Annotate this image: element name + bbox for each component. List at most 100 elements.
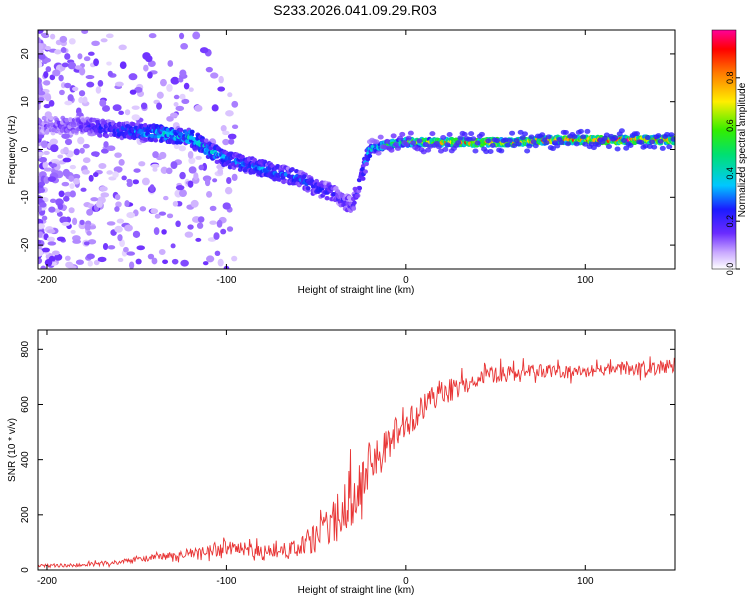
spectrogram-halo-cell: [565, 141, 572, 147]
spectrogram-halo-cell: [489, 142, 496, 148]
spectrogram-noise-cell: [126, 178, 133, 183]
spectrogram-halo-cell: [562, 129, 569, 135]
spectrogram-noise-cell: [192, 31, 201, 40]
spectrogram-noise-cell: [100, 192, 110, 198]
spectrogram-noise-cell: [38, 43, 44, 50]
spectrogram-noise-cell: [210, 72, 219, 79]
spectrogram-ridge-cell: [357, 185, 363, 191]
spectrogram-noise-cell: [187, 180, 194, 188]
spectrogram-noise-cell: [156, 102, 163, 110]
spectrogram-noise-cell: [115, 201, 122, 208]
spectrogram-noise-cell: [193, 172, 199, 181]
spectrogram-noise-cell: [128, 73, 138, 81]
spectrogram-ridge-cell: [305, 186, 311, 191]
spectrogram-noise-cell: [72, 86, 79, 92]
snr-series-line: [38, 356, 675, 569]
spectrogram-noise-cell: [161, 229, 167, 235]
spectrogram-noise-cell: [141, 177, 150, 186]
spectrogram-noise-cell: [64, 53, 71, 60]
spectrogram-halo-cell: [455, 140, 462, 146]
spectrogram-halo-cell: [664, 131, 671, 137]
spectrogram-halo-cell: [390, 133, 397, 139]
spectrogram-noise-cell: [63, 195, 70, 202]
spectrogram-noise-cell: [96, 200, 103, 208]
spectrogram-noise-cell: [170, 161, 178, 170]
spectrogram-noise-cell: [38, 97, 45, 102]
spectrogram-noise-cell: [179, 171, 186, 180]
spectrogram-halo-cell: [468, 131, 475, 137]
spectrogram-noise-cell: [40, 140, 48, 149]
spectrogram-noise-cell: [61, 181, 70, 187]
spectrogram-noise-cell: [64, 82, 72, 89]
spectrogram-halo-cell: [614, 146, 621, 152]
spectrogram-ridge-cell: [41, 115, 47, 121]
spectrogram-noise-cell: [154, 213, 161, 219]
spectrogram-ridge-cell: [354, 193, 360, 199]
spectrogram-noise-cell: [119, 61, 127, 70]
spectrogram-noise-cell: [90, 197, 99, 202]
spectrogram-noise-cell: [61, 62, 69, 68]
spectrogram-ridge-cell: [142, 123, 148, 128]
spectrogram-ridge-cell: [360, 176, 366, 181]
spectrogram-noise-cell: [222, 138, 230, 146]
spectrogram-y-tick-label: 10: [20, 96, 31, 108]
spectrogram-ridge-cell: [189, 129, 195, 135]
spectrogram-halo-cell: [485, 138, 492, 144]
spectrogram-cells: [38, 30, 675, 269]
spectrogram-noise-cell: [49, 138, 59, 145]
spectrogram-noise-cell: [124, 200, 130, 208]
spectrogram-noise-cell: [87, 239, 97, 245]
spectrogram-noise-cell: [106, 61, 112, 66]
snr-panel: -200 -100 0 100 0 200 400 600 800 Height of str…: [7, 329, 676, 596]
spectrogram-noise-cell: [78, 96, 84, 104]
spectrogram-noise-cell: [178, 32, 185, 40]
spectrogram-halo-cell: [528, 134, 535, 140]
spectrogram-noise-cell: [178, 145, 187, 152]
colorbar: 0.0 0.2 0.4 0.6 0.8 Normalized spectral ampl…: [711, 29, 748, 276]
colorbar-tick-label: 0.0: [725, 263, 735, 276]
spectrogram-noise-cell: [50, 144, 59, 153]
spectrogram-halo-cell: [403, 142, 410, 148]
spectrogram-noise-cell: [231, 100, 239, 108]
spectrogram-noise-cell: [152, 167, 158, 172]
spectrogram-noise-cell: [78, 90, 86, 97]
spectrogram-noise-cell: [149, 184, 155, 193]
spectrogram-ridge-cell: [351, 200, 357, 205]
spectrogram-noise-cell: [62, 168, 70, 177]
spectrogram-halo-cell: [457, 135, 464, 141]
spectrogram-ridge-cell: [98, 129, 103, 134]
snr-y-tick-label: 400: [20, 451, 31, 468]
spectrogram-noise-cell: [126, 251, 136, 256]
spectrogram-noise-cell: [106, 221, 116, 226]
spectrogram-noise-cell: [139, 206, 147, 212]
colorbar-label: Normalized spectral amplitude: [737, 82, 748, 217]
spectrogram-noise-cell: [62, 157, 72, 163]
spectrogram-noise-cell: [198, 164, 205, 171]
spectrogram-noise-cell: [213, 232, 220, 240]
spectrogram-halo-cell: [515, 141, 522, 147]
spectrogram-halo-cell: [670, 136, 675, 142]
spectrogram-noise-cell: [197, 216, 205, 223]
spectrogram-halo-cell: [649, 139, 656, 145]
spectrogram-noise-cell: [40, 32, 50, 37]
spectrogram-noise-cell: [44, 94, 52, 102]
colorbar-tick-label: 0.4: [725, 167, 735, 180]
spectrogram-halo-cell: [446, 131, 453, 137]
spectrogram-noise-cell: [156, 91, 164, 99]
spectrogram-noise-cell: [69, 183, 75, 189]
spectrogram-noise-cell: [119, 239, 125, 247]
snr-x-label: Height of straight line (km): [298, 585, 415, 596]
spectrogram-halo-cell: [580, 134, 587, 140]
spectrogram-noise-cell: [231, 255, 238, 262]
spectrogram-noise-cell: [180, 259, 189, 267]
spectrogram-noise-cell: [194, 104, 203, 112]
spectrogram-halo-cell: [644, 135, 651, 141]
spectrogram-noise-cell: [102, 105, 111, 112]
spectrogram-halo-cell: [582, 141, 589, 147]
spectrogram-ridge-cell: [671, 140, 675, 146]
spectrogram-noise-cell: [39, 202, 47, 208]
spectrogram-noise-cell: [158, 249, 166, 255]
spectrogram-noise-cell: [38, 223, 46, 230]
spectrogram-noise-cell: [227, 133, 237, 140]
